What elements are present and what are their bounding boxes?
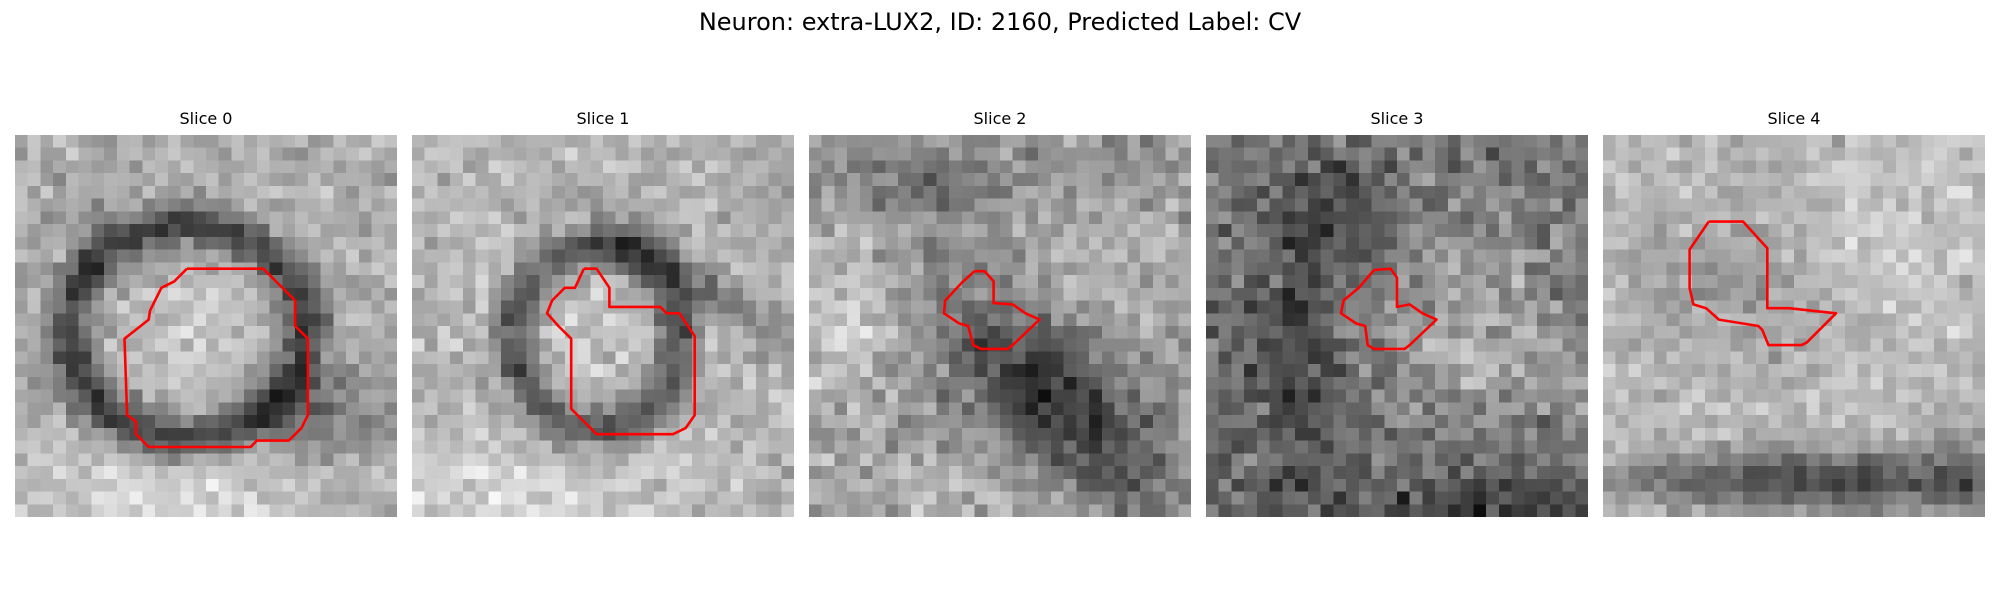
pixel-grid: [15, 135, 397, 517]
slice-image-svg: [15, 135, 397, 517]
slice-image-svg: [412, 135, 794, 517]
slice-image-svg: [809, 135, 1191, 517]
slice-panel-3: Slice 3: [1206, 103, 1588, 523]
slice-panel-2: Slice 2: [809, 103, 1191, 523]
pixel-grid: [1206, 135, 1588, 517]
contour-outline: [545, 267, 697, 436]
contour-outline: [1339, 267, 1438, 351]
contour-outline: [123, 267, 310, 449]
slice-image: [412, 135, 794, 517]
slice-image: [809, 135, 1191, 517]
contour-outline: [1688, 220, 1838, 347]
slice-image-svg: [1603, 135, 1985, 517]
pixel-grid: [1603, 135, 1985, 517]
slice-title: Slice 1: [576, 109, 630, 128]
slice-image: [1206, 135, 1588, 517]
slice-panel-4: Slice 4: [1603, 103, 1985, 523]
pixel-grid: [809, 135, 1191, 517]
slice-panel-1: Slice 1: [412, 103, 794, 523]
figure-title: Neuron: extra-LUX2, ID: 2160, Predicted …: [698, 8, 1302, 36]
slice-image: [1603, 135, 1985, 517]
pixel-grid: [412, 135, 794, 517]
slice-panel-0: Slice 0: [15, 103, 397, 523]
slice-title: Slice 3: [1370, 109, 1424, 128]
contour-outline: [942, 269, 1041, 351]
slice-image: [15, 135, 397, 517]
slice-title: Slice 2: [973, 109, 1027, 128]
slice-image-svg: [1206, 135, 1588, 517]
slice-title: Slice 0: [179, 109, 233, 128]
slice-title: Slice 4: [1767, 109, 1821, 128]
